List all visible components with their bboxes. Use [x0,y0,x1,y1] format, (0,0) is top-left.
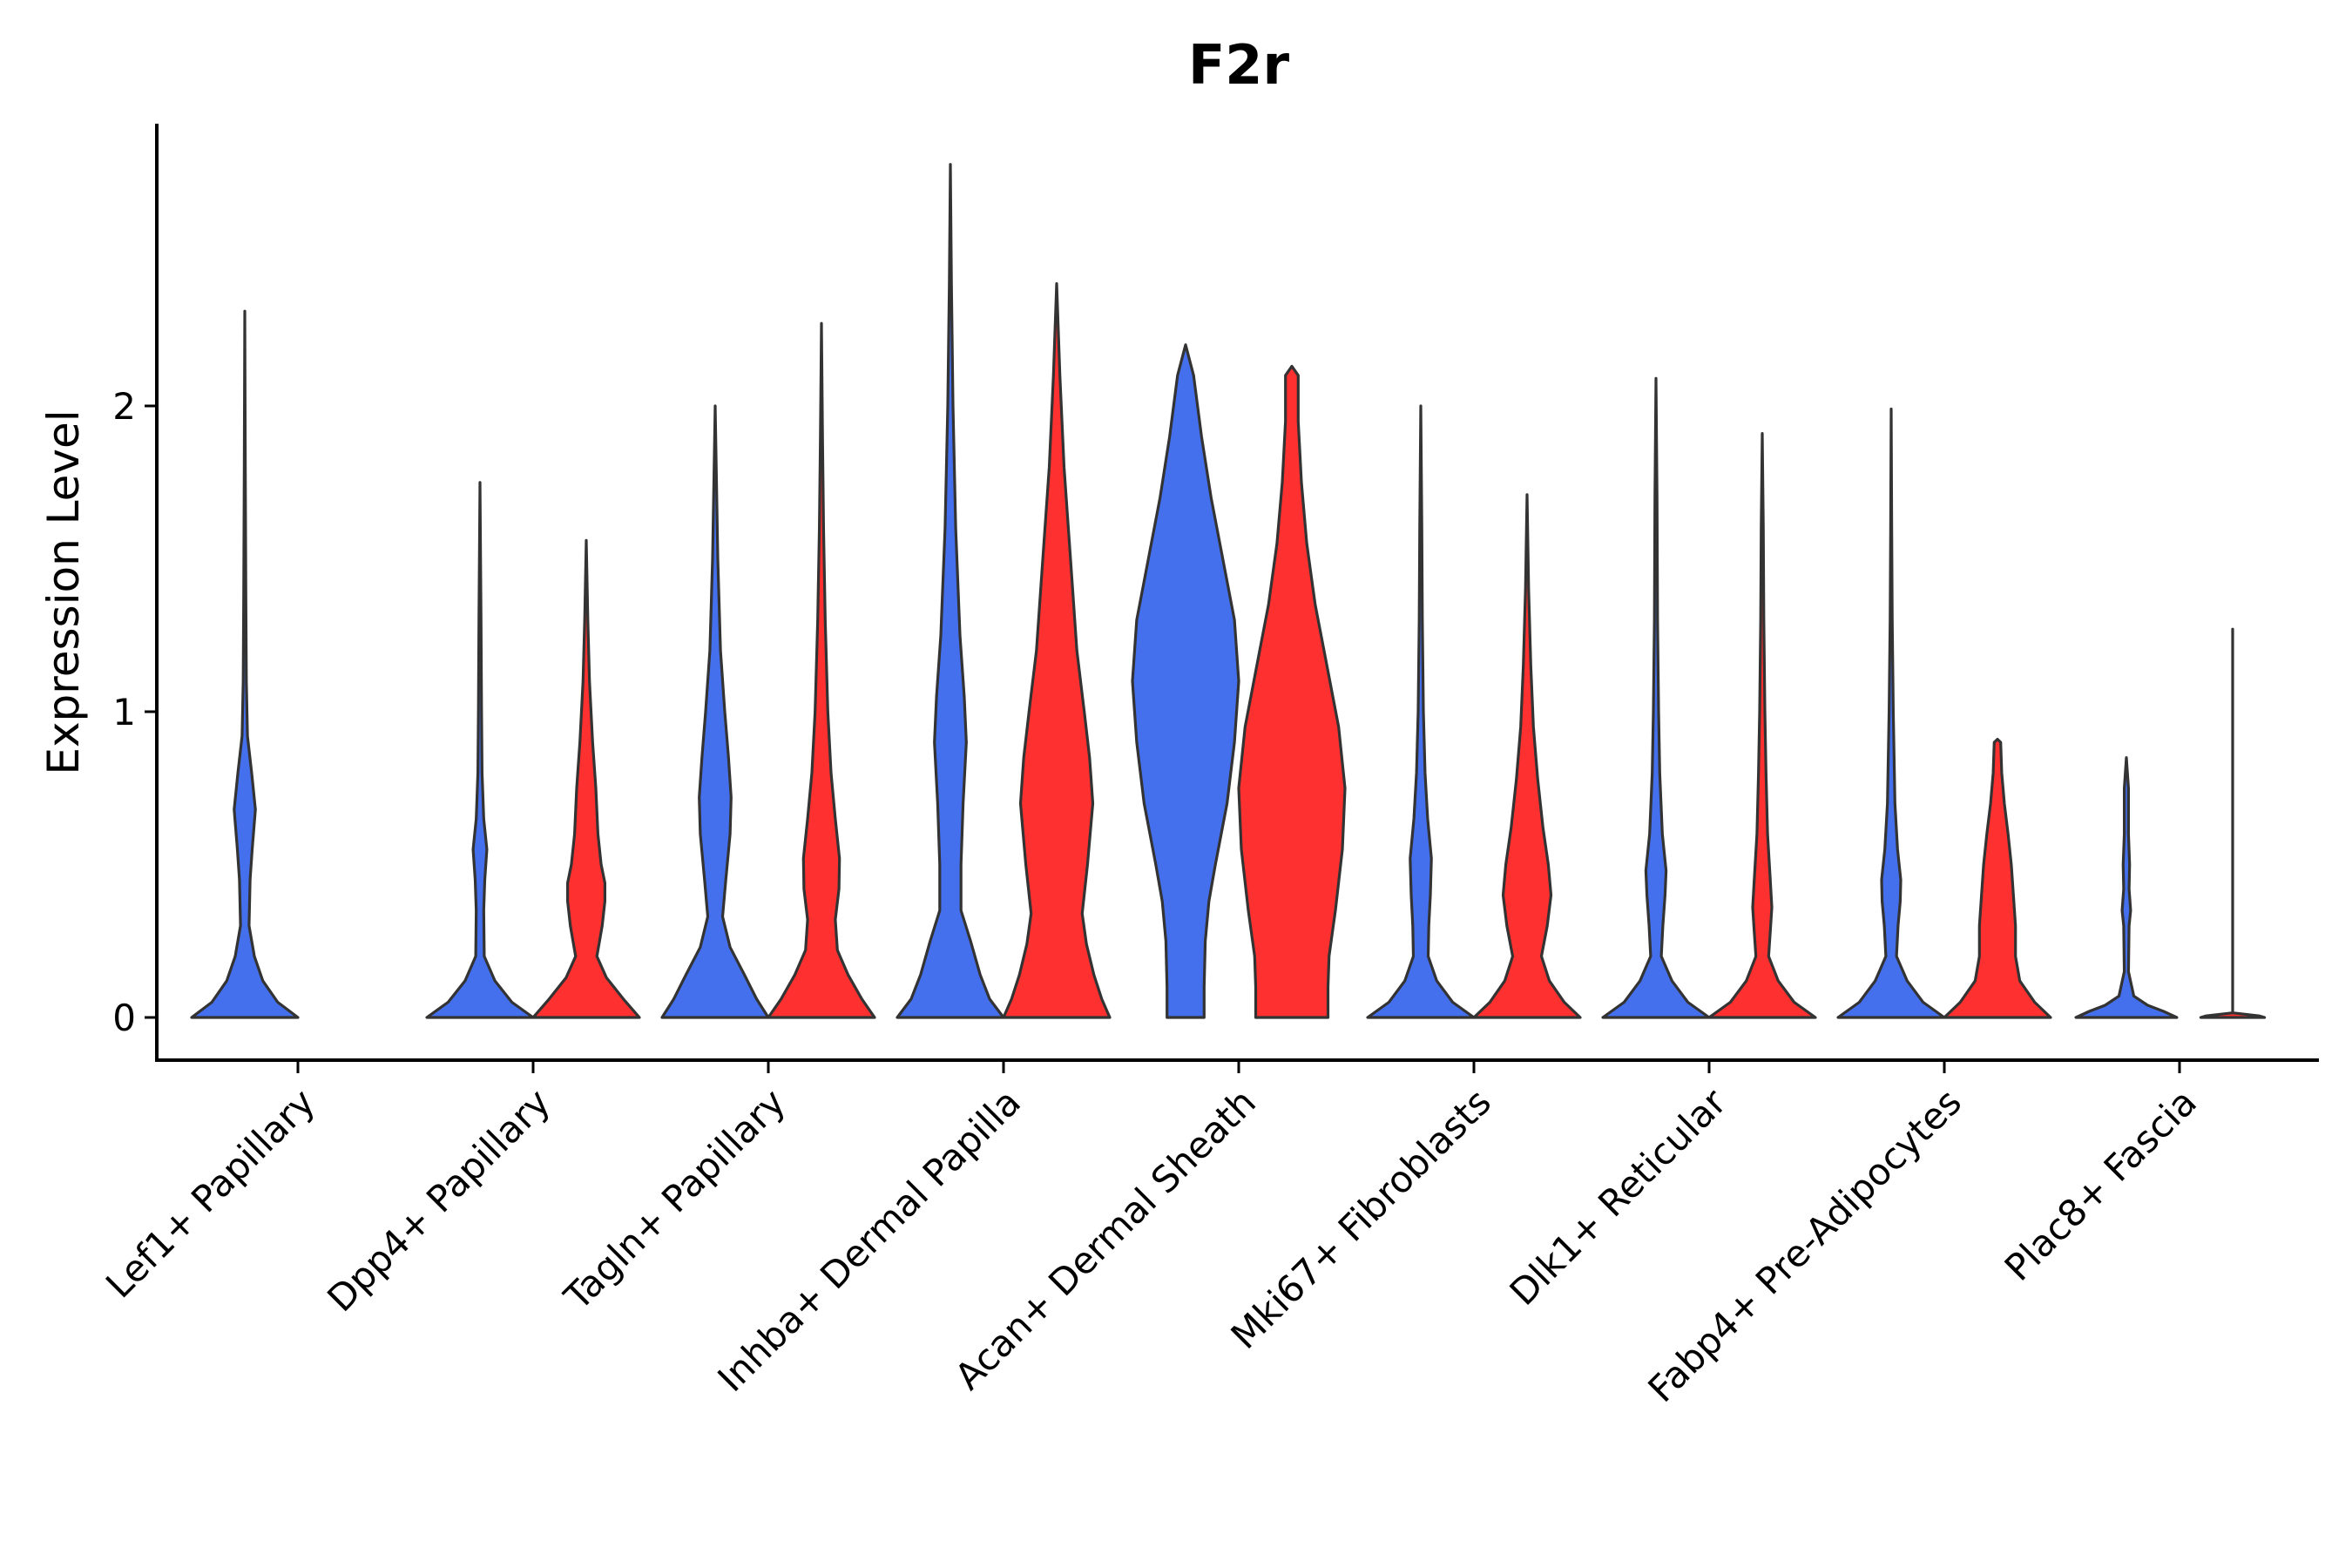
y-tick-label-1: 1 [112,691,136,733]
violin-group2-dpp4-papillary [531,538,641,1019]
violin-group1-plac8-fascia [2074,756,2179,1019]
x-tick-label: Dlk1+ Reticular [1502,1080,1735,1314]
violin-group2-plac8-fascia [2199,627,2267,1019]
violin-group2-fabp4-pre-adipocytes [1943,738,2052,1019]
y-axis-label: Expression Level [38,409,89,774]
violin-group2-acan-dermal-sheath [1237,364,1347,1019]
violin-group1-fabp4-pre-adipocytes [1836,407,1946,1019]
violin-group1-mki67-fibroblasts [1366,404,1476,1019]
violin-group1-tagln-papillary [660,404,770,1019]
y-tick-label-0: 0 [112,997,136,1039]
chart-title: F2r [1188,33,1289,97]
violin-group1-inhba-dermal-papilla [896,163,1005,1019]
violin-group [190,163,2267,1019]
violin-group1-dpp4-papillary [425,481,535,1019]
violin-group1-lef1-papillary [190,309,300,1019]
x-tick-label: Tagln+ Papillary [556,1080,794,1318]
y-tick-label-2: 2 [112,385,136,428]
x-tick-label: Plac8+ Fascia [1997,1080,2205,1288]
x-tick-label: Mki67+ Fibroblasts [1223,1080,1499,1356]
y-ticks: 0 1 2 [112,385,157,1039]
violin-group2-dlk1-reticular [1707,432,1817,1019]
violin-group1-dlk1-reticular [1601,376,1711,1019]
x-tick-label: Lef1+ Papillary [98,1080,323,1306]
violin-group1-acan-dermal-sheath [1131,343,1240,1019]
violin-group2-inhba-dermal-papilla [1002,282,1112,1019]
x-tick-label: Dpp4+ Papillary [319,1080,558,1320]
violin-group2-mki67-fibroblasts [1472,493,1582,1019]
violin-group2-tagln-papillary [767,321,876,1019]
